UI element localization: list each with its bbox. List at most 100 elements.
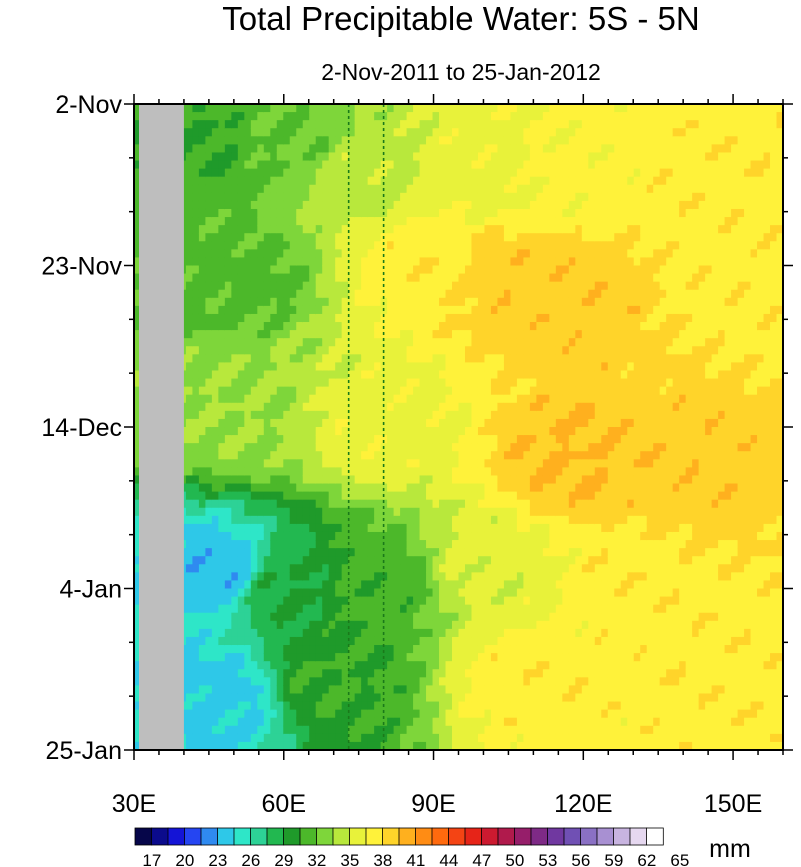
heatmap-cell — [439, 410, 447, 420]
heatmap-cell — [231, 572, 239, 582]
heatmap-cell — [477, 402, 486, 412]
heatmap-cell — [302, 556, 310, 565]
heatmap-cell — [205, 475, 213, 485]
heatmap-cell — [185, 217, 194, 226]
heatmap-cell — [302, 564, 310, 573]
heatmap-cell — [393, 176, 401, 186]
heatmap-cell — [185, 701, 194, 711]
heatmap-cell — [322, 104, 330, 113]
heatmap-cell — [452, 475, 460, 485]
heatmap-cell — [218, 596, 226, 606]
heatmap-cell — [309, 402, 317, 412]
heatmap-cell — [335, 249, 343, 259]
heatmap-cell — [464, 104, 473, 113]
heatmap-cell — [296, 120, 304, 129]
heatmap-cell — [497, 225, 505, 234]
heatmap-cell — [192, 750, 199, 759]
heatmap-cell — [296, 515, 304, 525]
heatmap-cell — [276, 467, 284, 477]
heatmap-cell — [426, 330, 434, 339]
heatmap-cell — [283, 467, 291, 477]
heatmap-cell — [510, 580, 518, 590]
heatmap-cell — [471, 741, 479, 750]
heatmap-cell — [361, 572, 369, 582]
heatmap-cell — [490, 289, 499, 299]
heatmap-cell — [484, 378, 492, 388]
heatmap-cell — [237, 354, 245, 363]
heatmap-cell — [458, 531, 466, 541]
heatmap-cell — [439, 669, 447, 678]
heatmap-cell — [387, 362, 395, 372]
heatmap-cell — [335, 128, 343, 137]
heatmap-cell — [471, 354, 479, 363]
heatmap-cell — [367, 160, 375, 170]
heatmap-cell — [490, 741, 499, 750]
heatmap-cell — [309, 410, 317, 420]
heatmap-cell — [432, 217, 440, 226]
heatmap-cell — [471, 128, 479, 137]
heatmap-cell — [244, 184, 252, 194]
heatmap-cell — [198, 451, 206, 460]
heatmap-cell — [302, 620, 310, 630]
heatmap-cell — [211, 265, 219, 275]
heatmap-cell — [348, 491, 356, 501]
heatmap-cell — [185, 176, 194, 186]
heatmap-cell — [406, 523, 414, 533]
heatmap-cell — [490, 168, 499, 178]
heatmap-cell — [185, 636, 194, 646]
heatmap-cell — [400, 257, 408, 267]
heatmap-cell — [250, 628, 258, 638]
heatmap-cell — [315, 628, 323, 638]
heatmap-cell — [484, 313, 492, 323]
heatmap-cell — [218, 225, 226, 234]
heatmap-cell — [283, 604, 291, 614]
heatmap-cell — [322, 661, 330, 670]
heatmap-cell — [471, 701, 479, 711]
heatmap-cell — [445, 435, 453, 444]
heatmap-cell — [341, 297, 349, 307]
heatmap-cell — [503, 556, 512, 565]
heatmap-cell — [419, 572, 427, 582]
heatmap-cell — [484, 257, 492, 267]
heatmap-cell — [439, 693, 447, 703]
heatmap-cell — [387, 225, 395, 234]
heatmap-cell — [529, 249, 537, 259]
heatmap-cell — [270, 427, 278, 436]
heatmap-cell — [432, 184, 440, 194]
heatmap-cell — [231, 168, 239, 178]
heatmap-cell — [445, 112, 453, 121]
heatmap-cell — [490, 402, 499, 412]
heatmap-cell — [134, 402, 142, 412]
heatmap-cell — [477, 523, 486, 533]
heatmap-cell — [387, 717, 395, 727]
heatmap-cell — [302, 451, 310, 460]
heatmap-cell — [244, 338, 252, 347]
heatmap-cell — [471, 217, 479, 226]
heatmap-cell — [387, 265, 395, 275]
heatmap-cell — [490, 548, 499, 557]
heatmap-cell — [419, 241, 427, 250]
heatmap-cell — [452, 160, 460, 170]
heatmap-cell — [231, 418, 239, 428]
heatmap-cell — [361, 257, 369, 267]
heatmap-cell — [270, 168, 278, 178]
heatmap-cell — [192, 475, 200, 485]
heatmap-cell — [296, 507, 304, 517]
heatmap-cell — [393, 128, 401, 137]
heatmap-cell — [348, 604, 356, 614]
heatmap-cell — [296, 661, 304, 670]
heatmap-cell — [471, 104, 479, 113]
heatmap-cell — [296, 588, 304, 598]
heatmap-cell — [413, 305, 421, 315]
heatmap-cell — [283, 741, 291, 750]
heatmap-cell — [244, 580, 252, 590]
heatmap-cell — [354, 184, 362, 194]
heatmap-cell — [471, 443, 479, 452]
heatmap-cell — [250, 265, 258, 275]
heatmap-cell — [322, 217, 330, 226]
heatmap-cell — [406, 305, 414, 315]
heatmap-cell — [523, 354, 531, 363]
heatmap-cell — [497, 120, 505, 129]
heatmap-cell — [237, 313, 245, 323]
heatmap-cell — [510, 233, 518, 242]
